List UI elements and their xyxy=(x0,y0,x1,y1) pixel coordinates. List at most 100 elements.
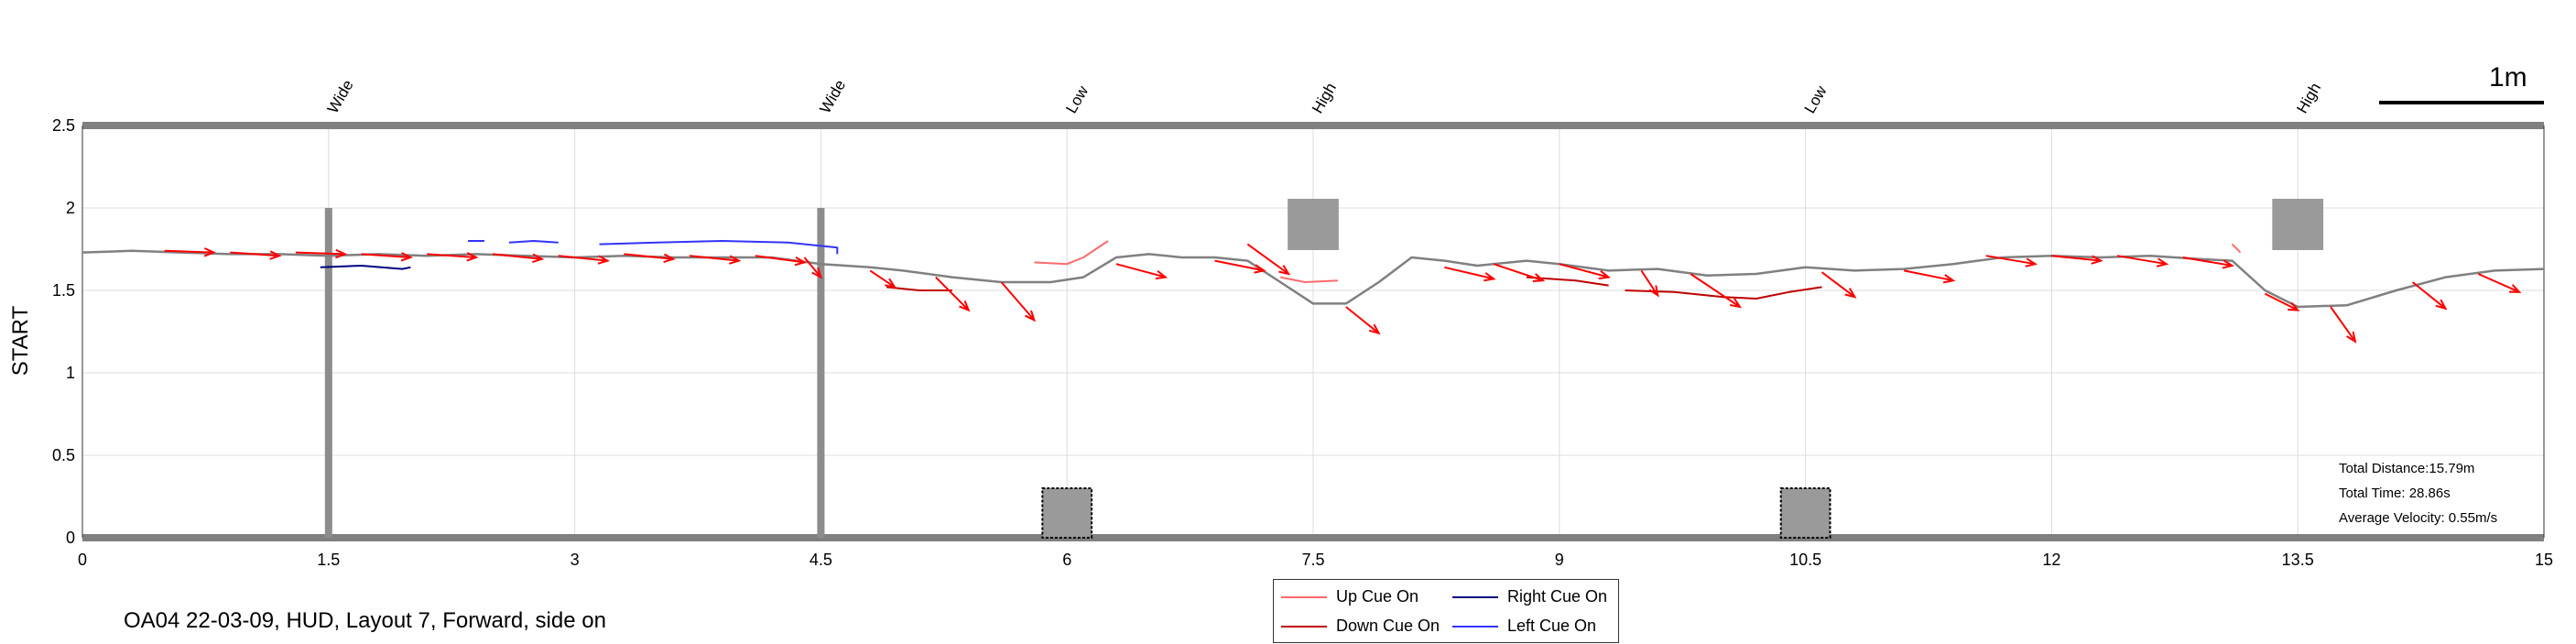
direction-arrow-24 xyxy=(1903,269,1956,284)
grid-lines xyxy=(82,125,2545,539)
series-1-segment-1 xyxy=(1280,276,1338,283)
obstacle-wide-1 xyxy=(817,208,825,538)
series-3-segment-0 xyxy=(320,265,411,270)
legend-swatch-right xyxy=(1452,596,1498,599)
total-time: Total Time: 28.86s xyxy=(2339,486,2451,501)
obstacle-label-5: High xyxy=(2293,80,2324,116)
obstacle-label-4: Low xyxy=(1801,82,1831,116)
y-tick-label-0: 0 xyxy=(66,529,75,547)
direction-arrow-17 xyxy=(1345,306,1381,335)
x-tick-label-2: 3 xyxy=(571,551,580,569)
average-velocity: Average Velocity: 0.55m/s xyxy=(2339,510,2498,526)
x-tick-label-6: 9 xyxy=(1555,551,1564,569)
direction-arrow-1 xyxy=(230,250,282,260)
legend-label-down: Down Cue On xyxy=(1336,617,1440,635)
direction-arrow-28 xyxy=(2182,257,2235,269)
y-tick-label-3: 1.5 xyxy=(52,281,75,300)
series-1-segment-2 xyxy=(2231,243,2242,254)
direction-arrow-29 xyxy=(2264,292,2300,311)
series-2-segment-0 xyxy=(886,286,952,291)
direction-arrow-5 xyxy=(492,253,545,264)
legend: Up Cue On Right Cue On Down Cue On Left … xyxy=(1273,579,1619,643)
obstacle-label-1: Wide xyxy=(816,77,849,116)
direction-arrow-23 xyxy=(1821,271,1857,299)
x-tick-label-8: 12 xyxy=(2042,551,2060,569)
x-tick-label-10: 15 xyxy=(2535,551,2553,569)
stats-box: Total Distance:15.79m Total Time: 28.86s… xyxy=(2339,456,2497,530)
obstacle-high-4 xyxy=(1288,199,1339,250)
tick-labels: 0 1.5 3 4.5 6 7.5 9 10.5 12 13.5 15 0 0.5 1 1.5 2 2.5 xyxy=(52,116,2553,569)
direction-arrow-31 xyxy=(2412,281,2448,311)
legend-swatch-left xyxy=(1452,626,1498,628)
obstacle-low-3 xyxy=(1779,487,1831,539)
direction-arrow-13 xyxy=(1000,281,1037,322)
legend-item-right: Right Cue On xyxy=(1452,583,1607,610)
direction-arrow-12 xyxy=(935,276,971,312)
legend-label-up: Up Cue On xyxy=(1336,587,1419,606)
legend-item-left: Left Cue On xyxy=(1452,612,1596,639)
direction-arrows xyxy=(164,243,2522,344)
y-tick-label-5: 2.5 xyxy=(52,116,75,135)
direction-arrow-0 xyxy=(164,247,216,257)
direction-arrow-2 xyxy=(295,248,348,259)
direction-arrow-22 xyxy=(1690,273,1743,309)
legend-swatch-down xyxy=(1281,626,1327,628)
obstacle-label-3: High xyxy=(1309,80,1340,116)
series-1-segment-0 xyxy=(1034,240,1109,266)
axis-frame xyxy=(82,122,2545,541)
series-lines xyxy=(82,240,2545,309)
direction-arrow-20 xyxy=(1559,263,1612,280)
y-tick-label-4: 2 xyxy=(66,199,75,217)
legend-label-left: Left Cue On xyxy=(1507,617,1597,635)
obstacle-low-2 xyxy=(1041,487,1093,539)
direction-arrow-16 xyxy=(1246,243,1291,276)
x-tick-label-0: 0 xyxy=(78,551,87,569)
direction-arrow-19 xyxy=(1493,263,1546,283)
obstacle-label-0: Wide xyxy=(324,77,357,116)
direction-arrow-32 xyxy=(2477,273,2522,293)
direction-arrow-3 xyxy=(361,252,413,262)
direction-arrow-25 xyxy=(1985,255,2038,267)
direction-arrow-21 xyxy=(1640,269,1659,298)
obstacle-labels: Wide Wide Low High Low High xyxy=(324,77,2324,116)
obstacles xyxy=(324,199,2324,539)
direction-arrow-26 xyxy=(2051,255,2103,265)
direction-arrow-15 xyxy=(1214,259,1266,274)
total-distance: Total Distance:15.79m xyxy=(2339,461,2475,476)
direction-arrow-4 xyxy=(427,252,479,262)
legend-item-down: Down Cue On xyxy=(1281,612,1440,639)
series-2-segment-1 xyxy=(1526,276,1609,287)
figure-caption: OA04 22-03-09, HUD, Layout 7, Forward, s… xyxy=(124,608,606,633)
direction-arrow-7 xyxy=(624,253,676,264)
scale-bar-label: 1m xyxy=(2489,62,2527,93)
obstacle-label-2: Low xyxy=(1062,82,1092,116)
direction-arrow-6 xyxy=(558,255,610,265)
x-tick-label-5: 7.5 xyxy=(1301,551,1324,569)
series-0-segment-0 xyxy=(82,249,2545,309)
y-axis-label: START xyxy=(8,305,33,376)
x-tick-label-7: 10.5 xyxy=(1789,551,1821,569)
x-tick-label-3: 4.5 xyxy=(810,551,832,569)
legend-swatch-up xyxy=(1281,596,1327,599)
y-tick-label-2: 1 xyxy=(66,364,75,382)
series-2-segment-2 xyxy=(1625,286,1822,300)
x-tick-label-1: 1.5 xyxy=(317,551,340,569)
direction-arrow-8 xyxy=(689,255,742,265)
legend-label-right: Right Cue On xyxy=(1507,587,1608,606)
direction-arrow-14 xyxy=(1115,263,1168,280)
obstacle-high-5 xyxy=(2272,199,2324,250)
direction-arrow-18 xyxy=(1444,266,1496,282)
series-4-segment-2 xyxy=(599,240,839,255)
direction-arrow-27 xyxy=(2116,255,2169,267)
obstacle-wide-0 xyxy=(324,208,332,538)
x-tick-label-4: 6 xyxy=(1062,551,1071,569)
x-tick-label-9: 13.5 xyxy=(2282,551,2314,569)
direction-arrow-10 xyxy=(803,257,823,279)
y-tick-label-1: 0.5 xyxy=(52,446,75,464)
direction-arrow-11 xyxy=(869,269,897,289)
direction-arrow-9 xyxy=(755,255,808,267)
direction-arrow-30 xyxy=(2330,306,2357,344)
legend-item-up: Up Cue On xyxy=(1281,583,1418,610)
series-4-segment-1 xyxy=(508,240,559,244)
